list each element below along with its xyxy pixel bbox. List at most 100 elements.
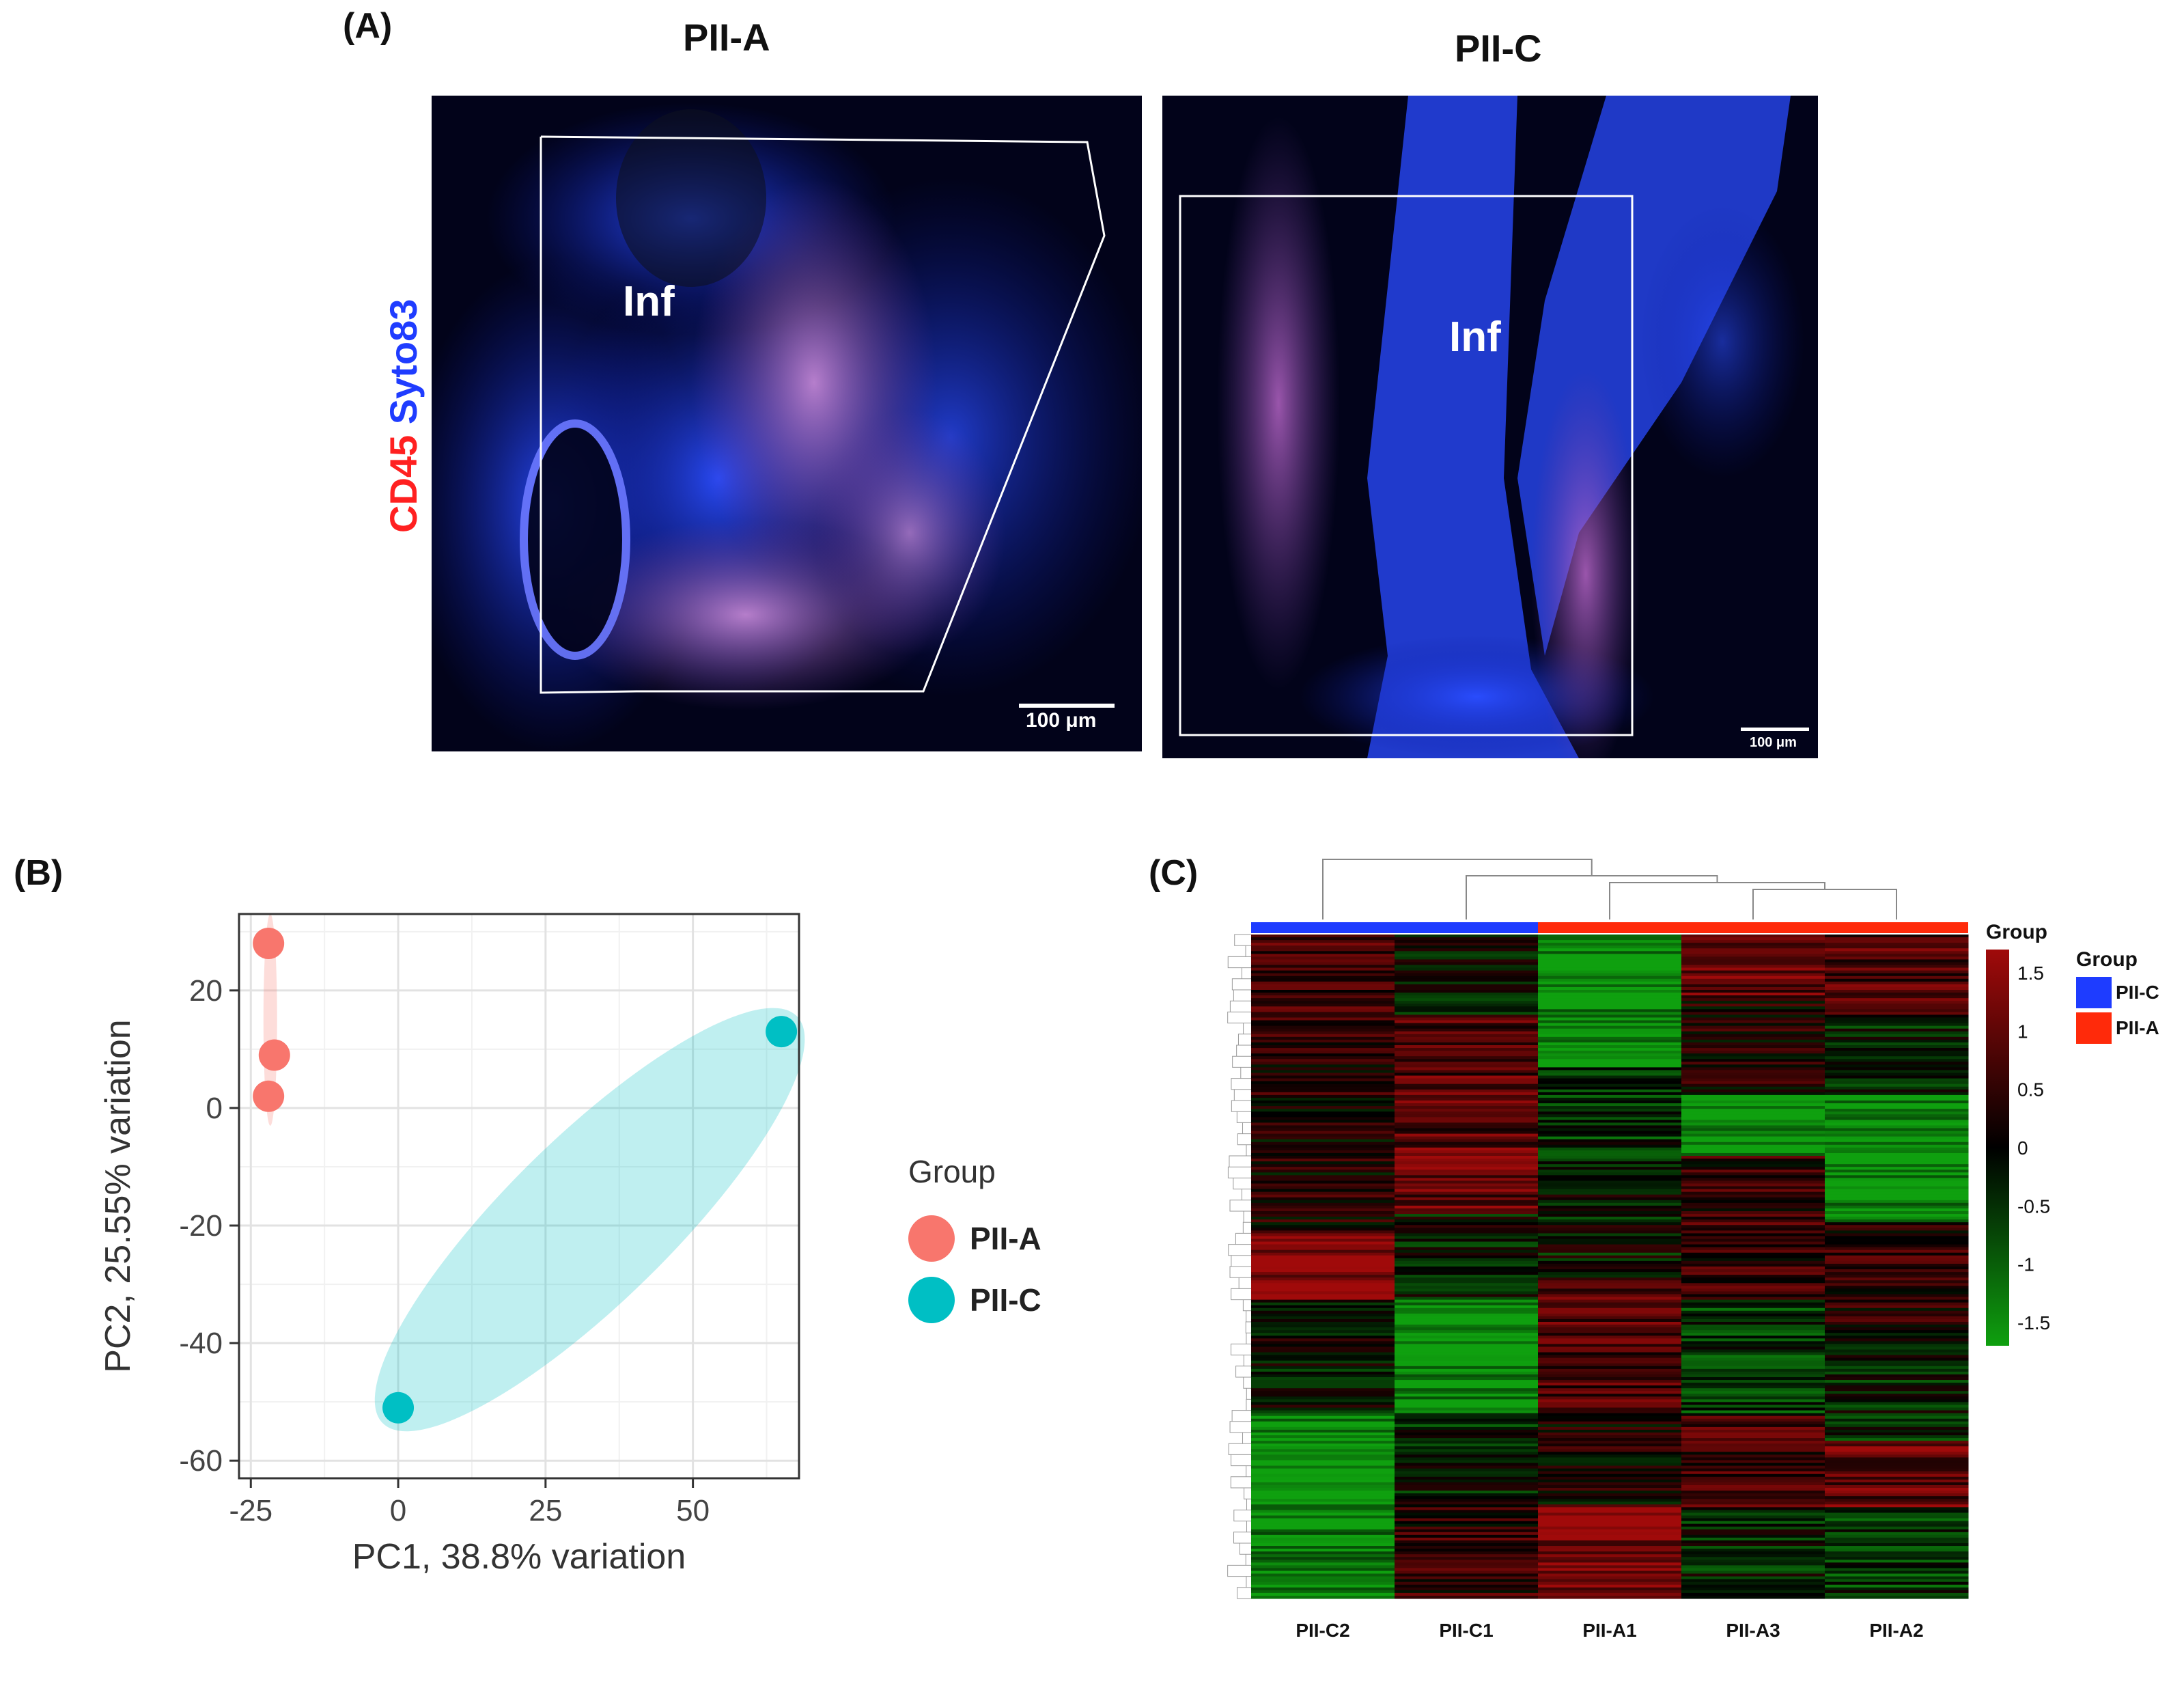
heatmap-cell — [1681, 956, 1825, 960]
heatmap-cell — [1395, 1426, 1539, 1430]
heatmap-cell — [1681, 1230, 1825, 1234]
heatmap-cell — [1395, 1457, 1539, 1461]
heatmap-cell — [1251, 1454, 1395, 1458]
heatmap-cell — [1825, 1352, 1969, 1356]
heatmap-cell — [1825, 1006, 1969, 1010]
heatmap-cell — [1395, 1449, 1539, 1452]
heatmap-cell — [1681, 1415, 1825, 1420]
heatmap-cell — [1251, 1468, 1395, 1472]
left-region-label: Inf — [623, 278, 675, 325]
heatmap-cell — [1681, 1247, 1825, 1251]
heatmap-cell — [1681, 967, 1825, 971]
heatmap-cell — [1395, 1341, 1539, 1344]
heatmap-cell — [1538, 1396, 1682, 1400]
heatmap-cell — [1395, 943, 1539, 946]
colorbar-tick-label: -0.5 — [2017, 1195, 2050, 1217]
heatmap-cell — [1251, 1512, 1395, 1516]
heatmap-cell — [1825, 1283, 1969, 1286]
heatmap-cell — [1825, 1523, 1969, 1527]
heatmap-cell — [1251, 1161, 1395, 1165]
heatmap-cell — [1825, 1526, 1969, 1530]
heatmap-column-label: PII-C1 — [1439, 1620, 1493, 1641]
heatmap-cell — [1681, 1426, 1825, 1430]
heatmap-cell — [1681, 1009, 1825, 1012]
heatmap-cell — [1681, 1136, 1825, 1140]
heatmap-cell — [1395, 940, 1539, 943]
heatmap-cell — [1538, 1581, 1682, 1586]
heatmap-cell — [1251, 1120, 1395, 1123]
heatmap-cell — [1538, 1460, 1682, 1464]
heatmap-cell — [1395, 937, 1539, 941]
heatmap-cell — [1538, 1504, 1682, 1508]
heatmap-cell — [1825, 1211, 1969, 1215]
heatmap-cell — [1538, 1031, 1682, 1035]
heatmap-cell — [1251, 1172, 1395, 1176]
heatmap-cell — [1681, 1383, 1825, 1386]
heatmap-cell — [1538, 1344, 1682, 1347]
heatmap-cell — [1538, 1136, 1682, 1140]
heatmap-cell — [1825, 1557, 1969, 1560]
heatmap-cell — [1395, 1557, 1539, 1560]
heatmap-cell — [1538, 954, 1682, 957]
heatmap-cell — [1251, 1023, 1395, 1027]
heatmap-cell — [1251, 1133, 1395, 1137]
heatmap-cell — [1538, 1230, 1682, 1234]
heatmap-cell — [1395, 1062, 1539, 1065]
heatmap-cell — [1825, 1333, 1969, 1336]
heatmap-cell — [1251, 1056, 1395, 1060]
heatmap-cell — [1538, 1532, 1682, 1536]
heatmap-cell — [1681, 1081, 1825, 1085]
heatmap-cell — [1538, 1183, 1682, 1187]
heatmap-cell — [1251, 1338, 1395, 1342]
heatmap-cell — [1538, 1452, 1682, 1455]
heatmap-cell — [1251, 1139, 1395, 1143]
heatmap-cell — [1538, 1286, 1682, 1289]
heatmap-cell — [1251, 1109, 1395, 1112]
heatmap-cell — [1538, 1424, 1682, 1428]
heatmap-cell — [1825, 1183, 1969, 1187]
heatmap-cell — [1395, 1488, 1539, 1491]
heatmap-cell — [1251, 1305, 1395, 1309]
pca-legend-swatch — [908, 1277, 955, 1323]
heatmap-cell — [1395, 1429, 1539, 1433]
heatmap-cell — [1395, 1164, 1539, 1167]
heatmap-cell — [1395, 1473, 1539, 1478]
heatmap-cell — [1681, 1258, 1825, 1262]
heatmap-cell — [1825, 1595, 1969, 1599]
heatmap-cell — [1538, 1217, 1682, 1220]
heatmap-cell — [1251, 1062, 1395, 1065]
heatmap-cell — [1251, 1551, 1395, 1555]
heatmap-cell — [1395, 995, 1539, 999]
heatmap-cell — [1681, 1255, 1825, 1259]
heatmap-cell — [1251, 1089, 1395, 1093]
heatmap-cell — [1825, 1565, 1969, 1568]
heatmap-cell — [1681, 1164, 1825, 1167]
heatmap-cell — [1825, 1493, 1969, 1497]
heatmap-cell — [1825, 1576, 1969, 1580]
heatmap-cell — [1538, 1415, 1682, 1420]
heatmap-cell — [1825, 1170, 1969, 1173]
heatmap-cell — [1395, 1360, 1539, 1364]
heatmap-cell — [1251, 1205, 1395, 1209]
heatmap-cell — [1538, 1006, 1682, 1010]
heatmap-cell — [1538, 1336, 1682, 1339]
heatmap-cell — [1681, 1294, 1825, 1298]
heatmap-cell — [1395, 1549, 1539, 1552]
heatmap-cell — [1681, 1152, 1825, 1157]
heatmap-cell — [1538, 1178, 1682, 1181]
heatmap-cell — [1538, 1164, 1682, 1167]
heatmap-cell — [1825, 1468, 1969, 1472]
heatmap-cell — [1681, 1493, 1825, 1497]
heatmap-cell — [1681, 1438, 1825, 1441]
heatmap-cell — [1681, 935, 1825, 938]
heatmap-cell — [1251, 1294, 1395, 1298]
heatmap-cell — [1825, 1001, 1969, 1004]
heatmap-cell — [1538, 973, 1682, 977]
heatmap-cell — [1538, 1036, 1682, 1040]
heatmap-cell — [1538, 1051, 1682, 1054]
heatmap-cell — [1538, 1291, 1682, 1295]
heatmap-cell — [1681, 1106, 1825, 1109]
heatmap-cell — [1681, 1410, 1825, 1414]
heatmap-cell — [1251, 967, 1395, 971]
heatmap-cell — [1538, 1056, 1682, 1060]
